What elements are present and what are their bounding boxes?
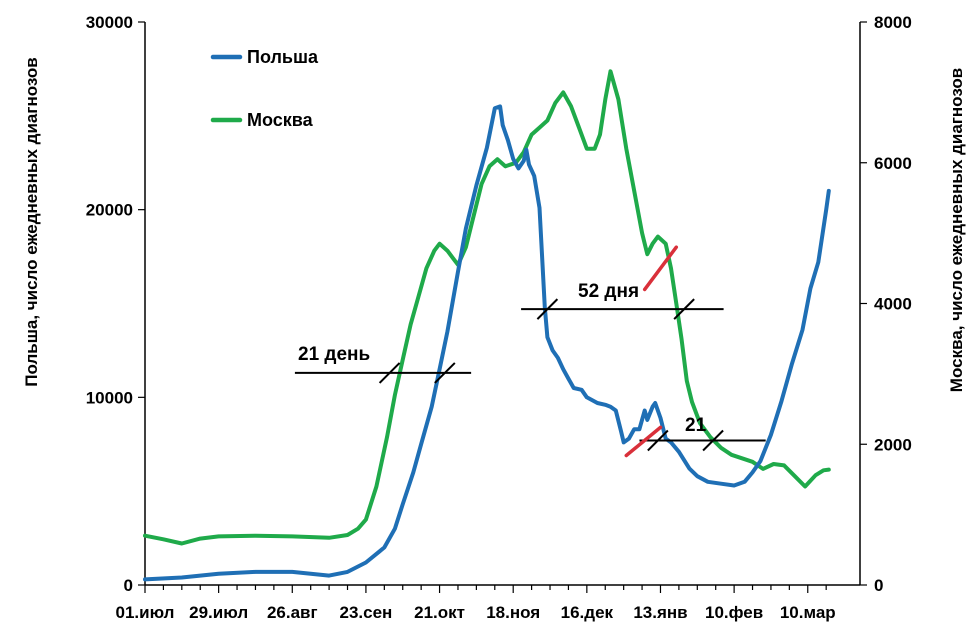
series-line-poland — [143, 104, 831, 582]
x-axis-ticks — [144, 585, 827, 593]
annotation-crossing-marker — [536, 298, 559, 320]
annotation-crossing-marker — [673, 298, 695, 320]
left-y-axis-title: Польша, число ежедневных диагнозов — [22, 57, 41, 386]
right-y-tick-label: 2000 — [874, 435, 912, 454]
series-line-moscow — [143, 69, 831, 546]
annotation-crossing-marker — [378, 362, 401, 384]
right-y-tick-label: 0 — [874, 576, 883, 595]
x-tick-label: 13.янв — [633, 603, 687, 622]
left-y-tick-label: 20000 — [86, 201, 133, 220]
right-y-tick-label: 8000 — [874, 13, 912, 32]
right-y-tick-label: 4000 — [874, 295, 912, 314]
annotation-label-52-days: 52 дня — [578, 281, 639, 302]
x-axis-tick-labels: 01.июл 29.июл 26.авг 23.сен 21.окт 18.ноя 16.д… — [116, 603, 836, 622]
left-y-tick-label: 10000 — [86, 388, 133, 407]
x-tick-label: 16.дек — [561, 603, 614, 622]
x-tick-label: 29.июл — [189, 603, 248, 622]
x-tick-label: 10.мар — [780, 603, 836, 622]
annotation-label-21-day: 21 день — [298, 344, 370, 365]
red-slope-segment — [642, 245, 679, 292]
annotation-crossing-marker — [434, 362, 456, 384]
annotation-label-21: 21 — [685, 415, 707, 436]
x-tick-label: 18.ноя — [486, 603, 540, 622]
left-y-axis-ticks: 0 10000 20000 30000 — [86, 13, 145, 595]
right-y-axis-ticks: 0 2000 4000 6000 8000 — [860, 13, 912, 595]
left-y-tick-label: 0 — [124, 576, 133, 595]
x-tick-label: 26.авг — [267, 603, 318, 622]
legend-label-poland: Польша — [247, 47, 319, 67]
red-slope-segment — [624, 425, 663, 458]
x-tick-label: 21.окт — [414, 603, 465, 622]
left-y-tick-label: 30000 — [86, 13, 133, 32]
annotations — [294, 245, 766, 458]
right-y-axis-title: Москва, число ежедневных диагнозов — [947, 68, 966, 392]
annotation-crossing-marker — [647, 429, 669, 452]
annotation-crossing-marker — [702, 429, 724, 452]
right-y-tick-label: 6000 — [874, 154, 912, 173]
x-tick-label: 10.фев — [705, 603, 763, 622]
x-tick-label: 23.сен — [340, 603, 393, 622]
legend-label-moscow: Москва — [247, 110, 314, 130]
legend: Польша Москва — [210, 47, 319, 130]
x-tick-label: 01.июл — [116, 603, 175, 622]
